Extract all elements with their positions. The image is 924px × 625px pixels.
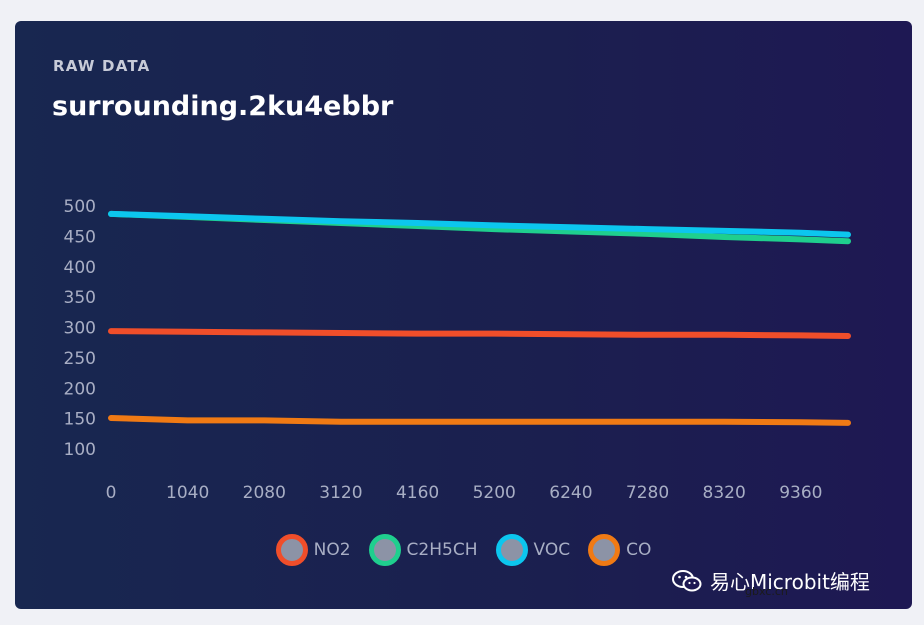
- legend-label: C2H5CH: [406, 540, 478, 560]
- legend-item-co[interactable]: CO: [588, 534, 651, 566]
- legend-swatch: [588, 534, 621, 566]
- y-tick-label: 400: [64, 258, 96, 278]
- watermark-text: 易心Microbit编程: [710, 570, 870, 594]
- chart-card: RAW DATA surrounding.2ku4ebbr 500 450 400 3…: [15, 21, 912, 609]
- x-tick-label: 7280: [626, 483, 669, 503]
- series-line-voc: [108, 210, 851, 238]
- y-tick-label: 300: [64, 319, 96, 339]
- y-tick-label: 150: [64, 410, 96, 430]
- legend-item-c2h5ch[interactable]: C2H5CH: [368, 534, 478, 566]
- chart-title: surrounding.2ku4ebbr: [52, 91, 394, 122]
- x-axis-ticks: 0 1040 2080 3120 4160 5200 6240 7280 8320 9360: [106, 483, 823, 503]
- card-eyebrow: RAW DATA: [53, 57, 151, 75]
- x-tick-label: 8320: [703, 483, 746, 503]
- legend-swatch: [495, 534, 528, 566]
- x-tick-label: 0: [106, 483, 117, 503]
- legend-label: VOC: [533, 540, 571, 560]
- y-tick-label: 450: [64, 227, 96, 247]
- legend-item-no2[interactable]: NO2: [275, 534, 351, 566]
- y-tick-label: 350: [64, 288, 96, 308]
- watermark-subtext: gbxc.cn: [745, 585, 788, 598]
- x-tick-label: 5200: [473, 483, 516, 503]
- series-lines: [108, 210, 851, 426]
- line-chart: 500 450 400 350 300 250 200 150 100 0 1040 2080 312…: [64, 197, 851, 503]
- watermark: 易心Microbit编程: [672, 566, 870, 595]
- x-tick-label: 3120: [319, 483, 362, 503]
- wechat-icon: [672, 569, 702, 591]
- y-tick-label: 250: [64, 349, 96, 369]
- x-tick-label: 9360: [779, 483, 822, 503]
- y-tick-label: 500: [64, 197, 96, 217]
- y-tick-label: 100: [64, 440, 96, 460]
- x-tick-label: 2080: [243, 483, 286, 503]
- x-tick-label: 4160: [396, 483, 439, 503]
- legend-label: NO2: [313, 540, 351, 560]
- legend-label: CO: [626, 540, 652, 560]
- legend-item-voc[interactable]: VOC: [495, 534, 571, 566]
- y-tick-label: 200: [64, 379, 96, 399]
- x-tick-label: 1040: [166, 483, 209, 503]
- legend: NO2 C2H5CH VOC CO: [15, 534, 912, 566]
- legend-swatch: [275, 534, 308, 566]
- legend-swatch: [368, 534, 401, 566]
- series-line-no2: [108, 328, 851, 339]
- y-axis-ticks: 500 450 400 350 300 250 200 150 100: [64, 197, 96, 460]
- x-tick-label: 6240: [549, 483, 592, 503]
- series-line-co: [108, 415, 851, 426]
